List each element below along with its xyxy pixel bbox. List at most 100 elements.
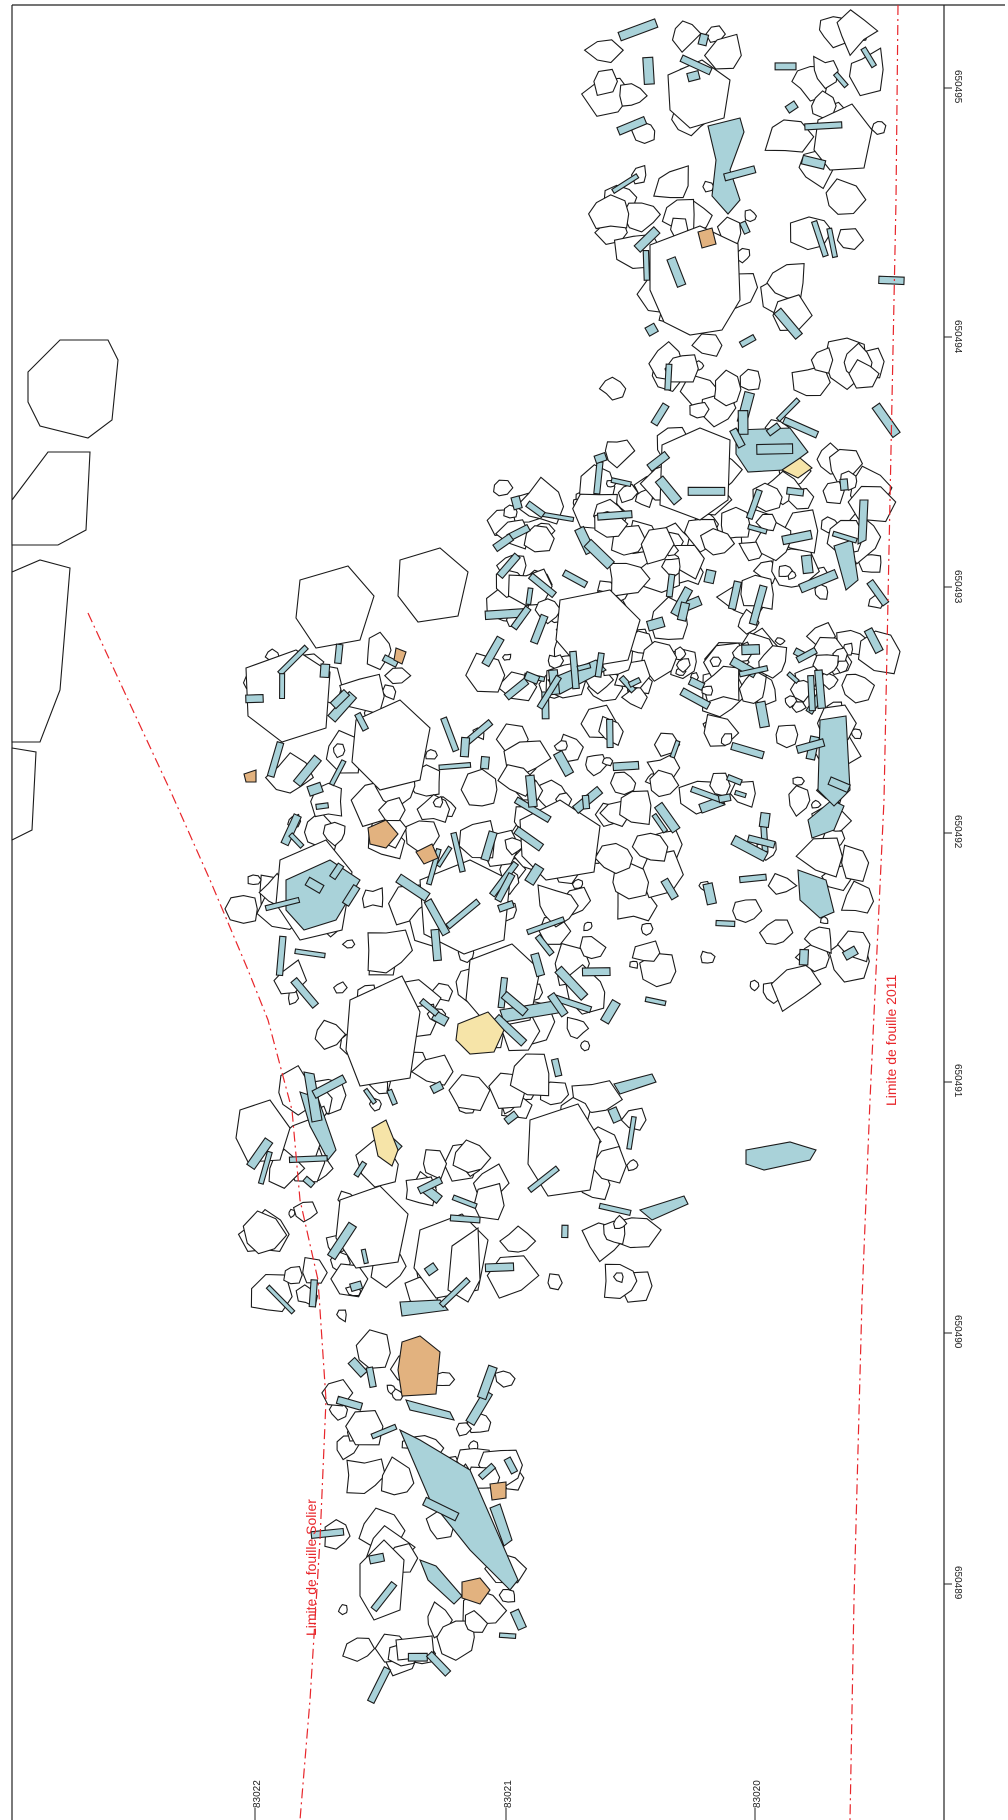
stone [774, 637, 786, 646]
limit-solier-line [87, 612, 327, 1820]
bone-fragment [775, 397, 801, 423]
stone [709, 656, 722, 668]
bone-fragment [569, 650, 580, 690]
bone-fragment [618, 674, 637, 694]
bone-fragment [264, 896, 301, 912]
coord-y-650491: 650491 [952, 1064, 963, 1098]
stone [247, 874, 262, 886]
bone-fragment [328, 759, 347, 787]
bone-fragment [804, 121, 843, 131]
bone-fragment [418, 997, 440, 1017]
bone-fragment [679, 54, 713, 76]
bone-fragment [302, 1175, 316, 1189]
stone [689, 401, 710, 419]
coord-x-83021: 83021 [503, 1780, 514, 1808]
stone [671, 20, 702, 54]
stone [498, 1588, 516, 1603]
bone-fragment [294, 948, 326, 959]
bone-fragment [552, 749, 575, 778]
stone [287, 991, 300, 1006]
bone-fragment [756, 443, 794, 455]
bone-fragment [814, 669, 827, 710]
bone-fragment [841, 945, 859, 961]
stone [464, 1610, 489, 1633]
bone-fragment [561, 569, 589, 589]
bone-fragment [611, 173, 640, 195]
bone-fragment [827, 776, 852, 794]
bone-fragment [610, 477, 632, 488]
stone [336, 1309, 347, 1323]
bone-fragment [826, 227, 839, 259]
bone-fragment [319, 663, 331, 679]
stone [784, 695, 798, 709]
bone-fragment [607, 1106, 623, 1124]
bone-fragment [581, 794, 591, 810]
stone [509, 1053, 550, 1097]
stone [608, 562, 651, 597]
coord-y-650495: 650495 [952, 70, 963, 104]
bone-fragment [498, 1632, 517, 1639]
bone-fragment [526, 916, 566, 936]
bone-fragment [738, 665, 769, 678]
bone-fragment [715, 919, 736, 928]
stone [640, 640, 678, 682]
stone [619, 83, 648, 107]
stone [486, 1255, 540, 1299]
bone-fragment [328, 862, 345, 881]
stone [836, 228, 865, 250]
stone [803, 926, 832, 955]
stone [691, 333, 723, 357]
bone-fragment [660, 877, 679, 901]
stone [720, 506, 751, 540]
stone [448, 1074, 491, 1112]
stone [366, 631, 392, 671]
stone [752, 560, 779, 585]
stone [322, 821, 346, 847]
stone [422, 1149, 448, 1181]
bone-fragment [650, 402, 670, 427]
ivory-fragments [371, 457, 813, 1167]
bone-fragment [370, 1580, 398, 1613]
stone [848, 358, 880, 389]
stone [703, 33, 742, 70]
bone-fragment [438, 762, 472, 771]
bone-fragment [510, 605, 532, 631]
bone-fragment [606, 718, 614, 749]
bone-fragment [738, 873, 768, 884]
bone-fragment [646, 450, 671, 473]
bone-fragment [308, 1279, 318, 1308]
stone [738, 669, 767, 704]
stone [594, 842, 633, 875]
stone [720, 733, 733, 747]
bone-fragment [626, 1115, 637, 1150]
bone-fragment [481, 635, 505, 668]
bone-fragment [510, 495, 523, 511]
bone-fragment [311, 1074, 348, 1099]
stone [609, 771, 637, 796]
bone-fragment [333, 643, 344, 665]
bone-fragment [438, 1276, 471, 1308]
bone-fragment [423, 898, 451, 937]
limit-solier-label: Limite de fouille Solier [303, 1499, 319, 1636]
bone-fragment [353, 1160, 368, 1178]
bone-fragment [354, 711, 370, 732]
bone-fragment [536, 674, 563, 711]
bone-fragment [599, 998, 621, 1025]
stone [792, 776, 805, 786]
bone-fragment [686, 69, 701, 83]
bone-fragment [476, 1364, 498, 1401]
bone-fragment [280, 813, 302, 847]
bone-fragment [513, 825, 545, 852]
bone-fragment [730, 834, 769, 863]
stone [361, 887, 384, 909]
bone-fragment [800, 554, 814, 575]
bone-fragment [479, 755, 490, 770]
bone-fragment [727, 580, 743, 611]
bone-fragment [547, 991, 569, 1018]
bone-fragment [797, 568, 839, 594]
bone-fragment [395, 873, 431, 902]
stone [337, 1603, 348, 1616]
stone [432, 795, 444, 808]
stone [292, 1201, 318, 1223]
